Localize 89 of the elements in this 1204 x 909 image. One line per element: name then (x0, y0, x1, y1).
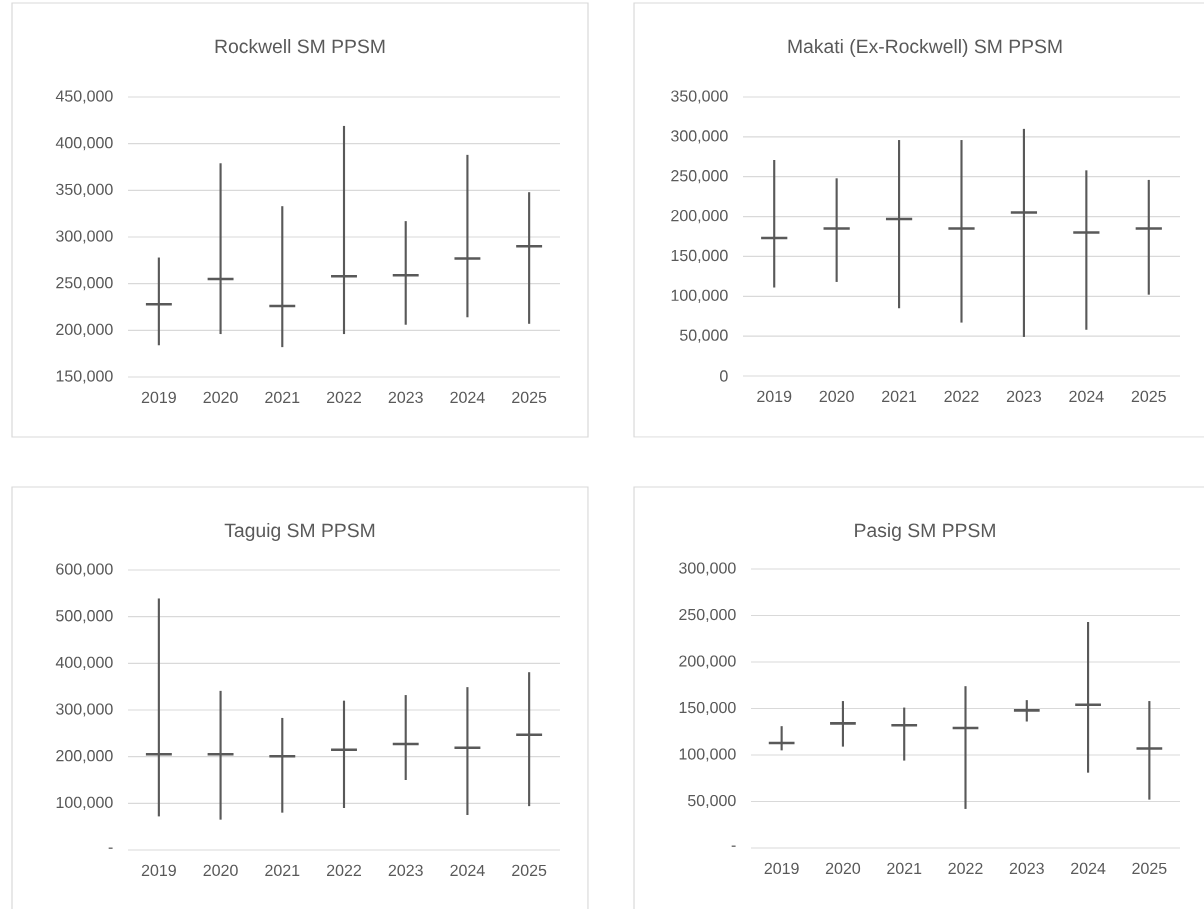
chart-title: Taguig SM PPSM (224, 522, 375, 542)
chart-title: Makati (Ex-Rockwell) SM PPSM (788, 38, 1062, 58)
y-tick-label: 100,000 (679, 748, 736, 762)
candlestick (144, 597, 174, 818)
y-tick-label: 300,000 (671, 130, 728, 144)
y-tick-label: 150,000 (679, 701, 736, 716)
x-tick-label: 2024 (450, 864, 485, 877)
candlestick (1134, 178, 1164, 296)
candlestick (329, 124, 359, 336)
candlestick (514, 191, 544, 325)
x-tick-label: 2019 (141, 391, 176, 404)
candlestick (268, 205, 297, 349)
candlestick (759, 158, 789, 289)
candlestick (514, 671, 544, 808)
y-tick-label: 150,000 (56, 370, 113, 384)
y-tick-label: 400,000 (55, 656, 113, 670)
y-tick-label: 300,000 (56, 703, 113, 717)
chart-title: Rockwell SM PPSM (215, 38, 385, 54)
candlestick (828, 699, 858, 748)
y-tick-label: 150,000 (671, 249, 728, 264)
y-tick-label: 450,000 (55, 90, 113, 104)
candlestick (884, 138, 914, 310)
y-tick-label: 50,000 (688, 794, 736, 809)
y-tick-label: 500,000 (56, 610, 113, 624)
candlestick (206, 162, 235, 336)
x-tick-label: 2022 (944, 390, 979, 403)
y-tick-label: 250,000 (679, 608, 736, 623)
x-tick-label: 2024 (450, 391, 485, 404)
x-tick-label: 2020 (203, 391, 238, 404)
candlestick (947, 138, 976, 324)
candlestick (391, 220, 420, 326)
x-tick-label: 2025 (512, 864, 547, 877)
candlestick (206, 689, 235, 821)
chart-title: Pasig SM PPSM (855, 522, 995, 542)
y-tick-label: 200,000 (679, 655, 736, 669)
y-tick-label: 200,000 (671, 209, 728, 224)
y-tick-label: 200,000 (56, 750, 113, 764)
y-tick-label: 300,000 (56, 230, 113, 244)
candlestick (767, 725, 796, 752)
x-tick-label: 2023 (1009, 862, 1044, 875)
x-tick-label: 2022 (327, 864, 361, 877)
candlestick (453, 686, 482, 817)
candlestick (1073, 620, 1103, 774)
y-tick-label: 400,000 (55, 137, 113, 151)
candlestick (822, 177, 852, 284)
x-tick-label: 2022 (948, 862, 983, 875)
y-tick-label: 300,000 (679, 562, 736, 576)
x-tick-label: 2019 (764, 862, 799, 875)
x-tick-label: 2022 (327, 391, 361, 404)
y-tick-label: 600,000 (56, 563, 113, 577)
x-tick-label: 2025 (1131, 390, 1166, 403)
x-tick-label: 2020 (825, 862, 861, 875)
y-tick-label: 350,000 (56, 183, 113, 197)
candlestick (391, 694, 420, 782)
y-tick-label: 100,000 (56, 796, 113, 810)
x-tick-label: 2023 (388, 391, 423, 404)
y-tick-label: 200,000 (56, 323, 113, 337)
x-tick-label: 2020 (819, 390, 854, 403)
x-tick-label: 2021 (887, 862, 922, 875)
y-tick-label: - (731, 845, 736, 847)
x-tick-label: 2025 (512, 391, 547, 404)
candlestick (144, 256, 174, 347)
candlestick (890, 706, 919, 762)
candlestick (329, 699, 359, 810)
x-tick-label: 2019 (141, 864, 176, 877)
x-tick-label: 2023 (388, 864, 423, 877)
candlestick (1071, 169, 1101, 331)
x-tick-label: 2021 (882, 390, 917, 403)
x-tick-label: 2024 (1071, 862, 1106, 875)
x-tick-label: 2021 (265, 391, 300, 404)
y-tick-label: 250,000 (56, 277, 113, 291)
x-tick-label: 2024 (1069, 390, 1104, 403)
y-tick-label: - (108, 847, 113, 849)
x-tick-label: 2021 (265, 864, 300, 877)
x-tick-label: 2019 (757, 390, 792, 403)
y-tick-label: 100,000 (671, 289, 728, 303)
x-tick-label: 2025 (1132, 862, 1167, 875)
candlestick (268, 716, 297, 814)
x-tick-label: 2023 (1006, 390, 1042, 403)
y-tick-label: 50,000 (680, 329, 728, 343)
candlestick (1012, 699, 1041, 723)
candlestick (951, 685, 980, 810)
candlestick (1009, 127, 1039, 339)
y-tick-label: 350,000 (671, 90, 728, 104)
y-tick-label: 250,000 (671, 170, 728, 184)
candlestick (453, 153, 482, 319)
x-tick-label: 2020 (203, 864, 238, 877)
candlestick (1135, 699, 1164, 801)
y-tick-label: 0 (720, 370, 728, 382)
